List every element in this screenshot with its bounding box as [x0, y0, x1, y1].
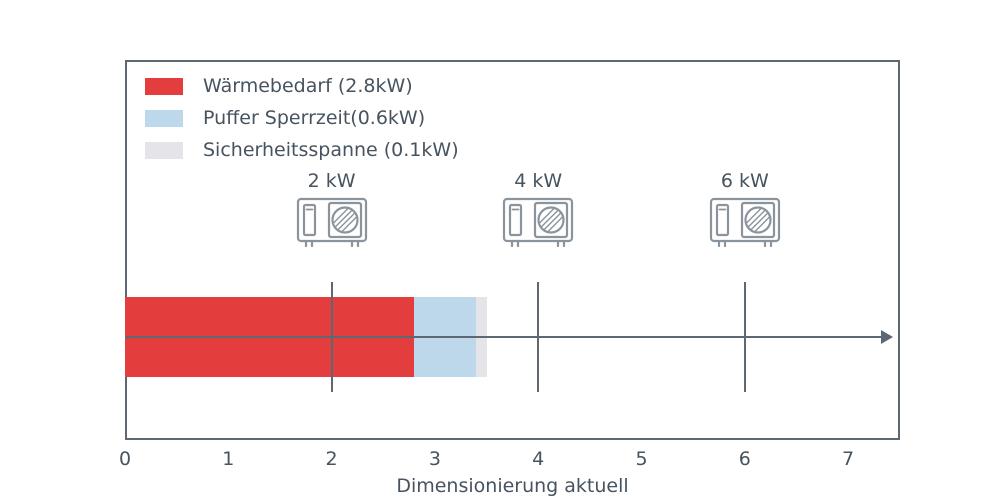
legend-item-sicherheitsspanne: Sicherheitsspanne (0.1kW) — [145, 141, 459, 160]
legend: Wärmebedarf (2.8kW) Puffer Sperrzeit(0.6… — [145, 77, 459, 160]
x-tick-label: 4 — [532, 448, 545, 470]
capacity-marker-label: 6 kW — [720, 170, 769, 192]
legend-label-sicherheitsspanne: Sicherheitsspanne (0.1kW) — [203, 139, 459, 161]
x-tick-label: 6 — [738, 448, 751, 470]
heat-pump-icon — [502, 196, 574, 250]
x-tick-label: 2 — [325, 448, 338, 470]
x-axis-arrowhead-icon — [881, 330, 893, 344]
legend-label-waermebedarf: Wärmebedarf (2.8kW) — [203, 75, 413, 97]
legend-label-puffer-sperrzeit: Puffer Sperrzeit(0.6kW) — [203, 107, 426, 129]
x-axis-line — [125, 336, 883, 338]
x-tick-label: 0 — [118, 448, 132, 470]
capacity-marker-label: 4 kW — [514, 170, 563, 192]
heat-pump-icon — [709, 196, 781, 250]
legend-swatch-sicherheitsspanne — [145, 142, 183, 159]
legend-item-waermebedarf: Wärmebedarf (2.8kW) — [145, 77, 459, 96]
legend-swatch-puffer-sperrzeit — [145, 110, 183, 127]
x-tick-label: 5 — [635, 448, 648, 470]
x-tick-label: 3 — [428, 448, 441, 470]
x-axis-label: Dimensionierung aktuell — [396, 475, 629, 497]
legend-item-puffer-sperrzeit: Puffer Sperrzeit(0.6kW) — [145, 109, 459, 128]
heat-pump-icon — [296, 196, 368, 250]
x-tick-label: 1 — [222, 448, 235, 470]
capacity-marker-label: 2 kW — [307, 170, 356, 192]
x-tick-label: 7 — [842, 448, 855, 470]
legend-swatch-waermebedarf — [145, 78, 183, 95]
